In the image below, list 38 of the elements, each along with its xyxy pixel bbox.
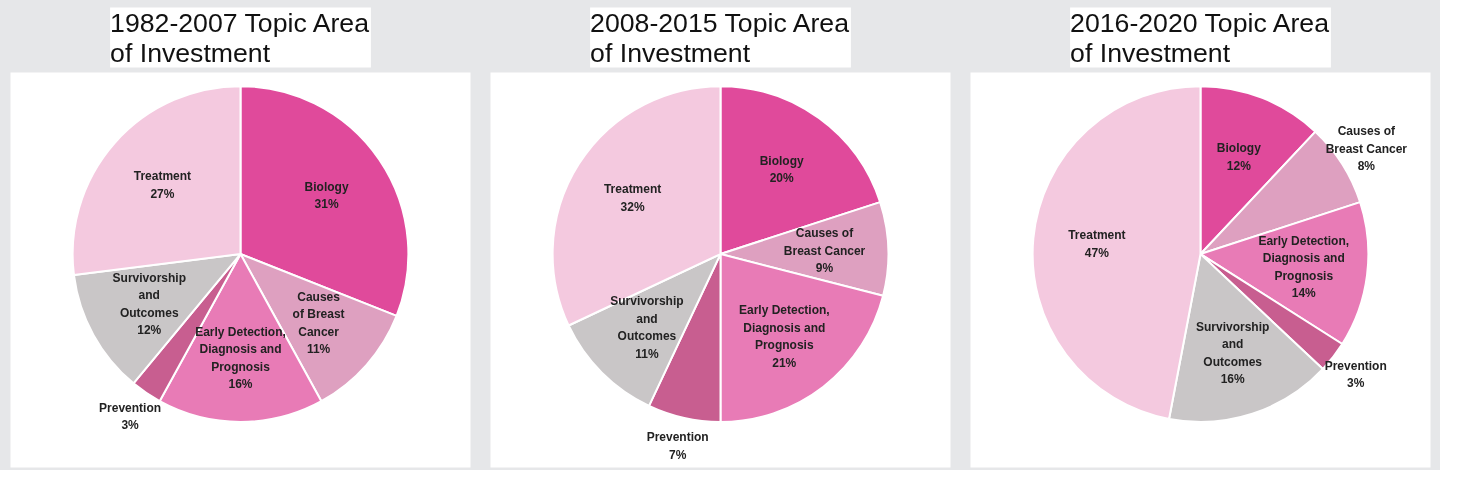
slice-label: Causes of Breast Cancer bbox=[1325, 124, 1408, 156]
data-label: 8% bbox=[1357, 159, 1376, 174]
data-label: 32% bbox=[620, 199, 645, 214]
slice-label: Prevention bbox=[646, 430, 709, 445]
data-label: 47% bbox=[1084, 245, 1110, 260]
slice-label: Early Detection, Diagnosis and Prognosis bbox=[1258, 233, 1350, 283]
data-label: 20% bbox=[769, 171, 795, 186]
data-label: 12% bbox=[1226, 158, 1252, 173]
data-label: 9% bbox=[815, 261, 834, 276]
slice-label: Prevention bbox=[1324, 358, 1387, 373]
data-label: 14% bbox=[1291, 286, 1317, 301]
slice-label: Survivorship and Outcomes bbox=[1195, 319, 1270, 369]
slice-label: Early Detection, Diagnosis and Prognosis bbox=[738, 303, 830, 353]
slice-label: Survivorship and Outcomes bbox=[112, 270, 186, 320]
data-label: 7% bbox=[668, 447, 687, 462]
data-label: 3% bbox=[1347, 376, 1365, 391]
data-label: 16% bbox=[1220, 372, 1245, 387]
slice-label: Causes of Breast Cancer bbox=[783, 226, 866, 258]
slice-label: Survivorship and Outcomes bbox=[610, 294, 684, 344]
slice-label: Biology bbox=[304, 179, 349, 194]
data-label: 27% bbox=[150, 186, 175, 201]
slice-label: Causes of Breast Cancer bbox=[292, 289, 345, 339]
data-label: 12% bbox=[137, 323, 162, 338]
slice-label: Treatment bbox=[1068, 228, 1126, 243]
data-label: 31% bbox=[314, 197, 339, 212]
chart-title: 2016-2020 Topic Area of Investment bbox=[1070, 7, 1330, 68]
chart-title: 2008-2015 Topic Area of Investment bbox=[590, 7, 850, 68]
data-label: 3% bbox=[121, 418, 140, 433]
data-label: 11% bbox=[306, 342, 331, 357]
chart-title: 1982-2007 Topic Area of Investment bbox=[110, 7, 370, 68]
slice-label: Treatment bbox=[133, 169, 192, 184]
slice-label: Biology bbox=[759, 153, 805, 168]
slice-label: Treatment bbox=[603, 182, 662, 197]
data-label: 21% bbox=[772, 355, 797, 370]
slice-label: Biology bbox=[1216, 141, 1262, 156]
data-label: 16% bbox=[228, 377, 253, 392]
slice-label: Prevention bbox=[99, 400, 162, 415]
data-label: 11% bbox=[635, 346, 659, 361]
